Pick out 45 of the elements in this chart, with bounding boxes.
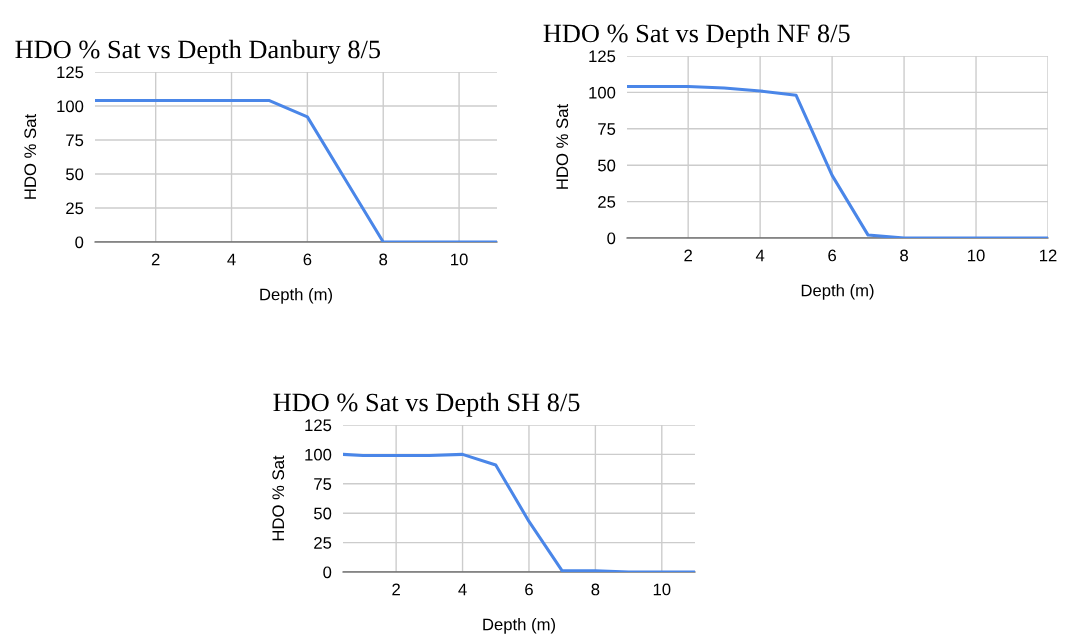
x-tick-label: 4 [755, 249, 765, 262]
x-tick-label: 4 [227, 253, 236, 266]
x-tick-label: 8 [591, 583, 600, 596]
y-tick-label: 75 [598, 123, 616, 135]
x-tick-label: 6 [525, 583, 533, 596]
line-series [95, 99, 497, 242]
y-axis-title: HDO % Sat [272, 455, 285, 541]
y-tick-label: 100 [305, 448, 332, 461]
y-tick-label: 125 [57, 66, 84, 79]
y-tick-label: 50 [598, 159, 616, 172]
x-axis-title: Depth (m) [260, 288, 333, 304]
y-tick-label: 125 [589, 50, 616, 63]
y-tick-label: 125 [305, 419, 332, 432]
x-tick-label: 2 [151, 253, 160, 266]
y-tick-label: 25 [66, 202, 84, 215]
x-tick-label: 10 [653, 583, 671, 596]
x-tick-label: 2 [684, 249, 692, 262]
y-axis-title: HDO % Sat [556, 104, 569, 189]
y-axis-title: HDO % Sat [24, 114, 37, 199]
x-tick-label: 2 [392, 583, 400, 596]
y-tick-label: 100 [589, 86, 616, 99]
y-tick-label: 50 [66, 168, 84, 181]
x-tick-label: 10 [451, 253, 468, 266]
y-tick-label: 75 [66, 134, 84, 147]
x-tick-label: 12 [1040, 249, 1057, 262]
x-tick-label: 10 [968, 249, 985, 262]
chart-title: HDO % Sat vs Depth SH 8/5 [273, 392, 580, 417]
chart-title: HDO % Sat vs Depth Danbury 8/5 [15, 39, 381, 64]
x-tick-label: 8 [900, 249, 908, 262]
chart-title: HDO % Sat vs Depth NF 8/5 [543, 23, 850, 48]
line-series [343, 452, 695, 572]
y-tick-label: 0 [323, 566, 332, 579]
x-axis-title: Depth (m) [483, 618, 556, 634]
y-tick-label: 25 [598, 196, 616, 208]
y-tick-label: 0 [607, 232, 616, 245]
x-tick-label: 6 [828, 249, 836, 262]
y-tick-label: 100 [57, 100, 84, 113]
x-axis-title: Depth (m) [801, 284, 874, 300]
x-tick-label: 8 [379, 253, 388, 266]
y-tick-label: 75 [314, 478, 332, 490]
y-tick-label: 0 [75, 236, 84, 249]
x-tick-label: 4 [458, 583, 467, 596]
y-tick-label: 25 [314, 537, 332, 549]
y-tick-label: 50 [314, 507, 332, 520]
x-tick-label: 6 [303, 253, 312, 266]
